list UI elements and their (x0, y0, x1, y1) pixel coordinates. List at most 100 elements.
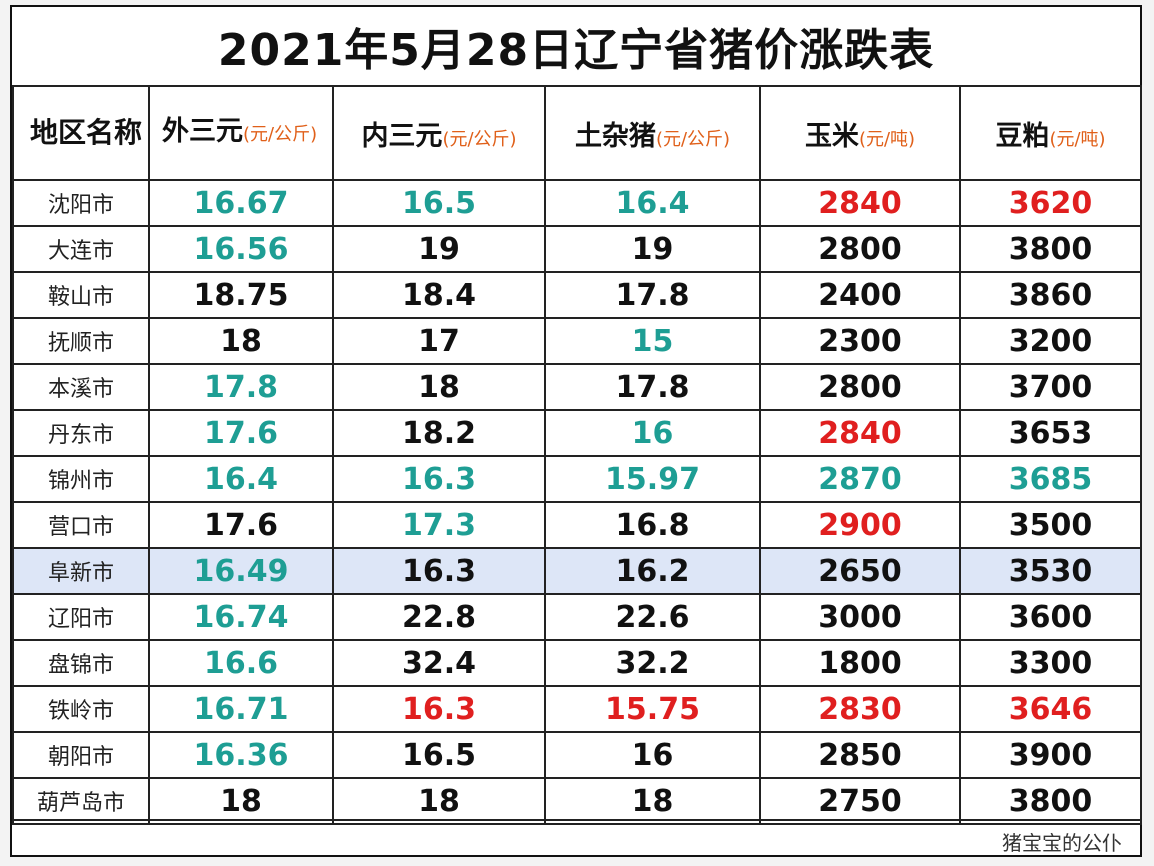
table-row: 锦州市 16.4 16.3 15.97 2870 3685 (12, 455, 1142, 503)
price-table-sheet: 2021年5月28日辽宁省猪价涨跌表 地区名称 外三元(元/公斤) 内三元(元/… (10, 5, 1142, 857)
tuzazhu-cell: 18 (544, 777, 761, 825)
neisanyuan-cell: 16.5 (332, 731, 546, 779)
neisanyuan-cell: 16.3 (332, 455, 546, 503)
tuzazhu-cell: 19 (544, 225, 761, 273)
city-cell: 营口市 (12, 501, 150, 549)
neisanyuan-cell: 19 (332, 225, 546, 273)
waisanyuan-cell: 16.49 (148, 547, 334, 595)
neisanyuan-cell: 18 (332, 777, 546, 825)
tuzazhu-cell: 32.2 (544, 639, 761, 687)
waisanyuan-cell: 17.6 (148, 501, 334, 549)
tuzazhu-cell: 17.8 (544, 271, 761, 319)
city-cell: 盘锦市 (12, 639, 150, 687)
header-tuzazhu-unit: (元/公斤) (655, 128, 731, 150)
waisanyuan-cell: 18.75 (148, 271, 334, 319)
table-body: 沈阳市 16.67 16.5 16.4 2840 3620 大连市 16.56 19 19 2800… (12, 179, 1142, 825)
soymeal-cell: 3530 (959, 547, 1142, 595)
corn-cell: 2800 (759, 225, 961, 273)
corn-cell: 2900 (759, 501, 961, 549)
tuzazhu-cell: 16.2 (544, 547, 761, 595)
header-neisanyuan-label: 内三元 (361, 120, 443, 152)
tuzazhu-cell: 15.75 (544, 685, 761, 733)
corn-cell: 1800 (759, 639, 961, 687)
soymeal-cell: 3300 (959, 639, 1142, 687)
soymeal-cell: 3646 (959, 685, 1142, 733)
header-neisanyuan-unit: (元/公斤) (442, 128, 517, 150)
neisanyuan-cell: 18 (332, 363, 546, 411)
tuzazhu-cell: 16 (544, 731, 761, 779)
tuzazhu-cell: 16 (544, 409, 761, 457)
corn-cell: 2870 (759, 455, 961, 503)
soymeal-cell: 3900 (959, 731, 1142, 779)
table-row: 铁岭市 16.71 16.3 15.75 2830 3646 (12, 685, 1142, 733)
waisanyuan-cell: 17.8 (148, 363, 334, 411)
soymeal-cell: 3860 (959, 271, 1142, 319)
corn-cell: 2840 (759, 179, 961, 227)
neisanyuan-cell: 16.5 (332, 179, 546, 227)
neisanyuan-cell: 17.3 (332, 501, 546, 549)
tuzazhu-cell: 15 (544, 317, 761, 365)
soymeal-cell: 3800 (959, 777, 1142, 825)
table-row: 本溪市 17.8 18 17.8 2800 3700 (12, 363, 1142, 411)
table-row: 抚顺市 18 17 15 2300 3200 (12, 317, 1142, 365)
corn-cell: 3000 (759, 593, 961, 641)
header-corn-label: 玉米 (804, 120, 859, 152)
header-tuzazhu-label: 土杂猪 (574, 120, 656, 152)
header-corn: 玉米(元/吨) (759, 85, 961, 181)
city-cell: 沈阳市 (12, 179, 150, 227)
table-row: 葫芦岛市 18 18 18 2750 3800 (12, 777, 1142, 825)
city-cell: 抚顺市 (12, 317, 150, 365)
city-cell: 本溪市 (12, 363, 150, 411)
corn-cell: 2300 (759, 317, 961, 365)
neisanyuan-cell: 32.4 (332, 639, 546, 687)
neisanyuan-cell: 16.3 (332, 685, 546, 733)
waisanyuan-cell: 16.56 (148, 225, 334, 273)
soymeal-cell: 3500 (959, 501, 1142, 549)
corn-cell: 2840 (759, 409, 961, 457)
corn-cell: 2750 (759, 777, 961, 825)
header-tuzazhu: 土杂猪(元/公斤) (544, 85, 761, 181)
soymeal-cell: 3700 (959, 363, 1142, 411)
tuzazhu-cell: 15.97 (544, 455, 761, 503)
city-cell: 阜新市 (12, 547, 150, 595)
footer: 猪宝宝的公仆 (12, 819, 1140, 857)
corn-cell: 2650 (759, 547, 961, 595)
city-cell: 锦州市 (12, 455, 150, 503)
tuzazhu-cell: 22.6 (544, 593, 761, 641)
neisanyuan-cell: 16.3 (332, 547, 546, 595)
header-soymeal: 豆粕(元/吨) (959, 85, 1142, 181)
waisanyuan-cell: 16.36 (148, 731, 334, 779)
header-soymeal-unit: (元/吨) (1049, 128, 1106, 150)
city-cell: 朝阳市 (12, 731, 150, 779)
corn-cell: 2830 (759, 685, 961, 733)
waisanyuan-cell: 18 (148, 317, 334, 365)
waisanyuan-cell: 18 (148, 777, 334, 825)
waisanyuan-cell: 16.71 (148, 685, 334, 733)
city-cell: 葫芦岛市 (12, 777, 150, 825)
waisanyuan-cell: 16.4 (148, 455, 334, 503)
neisanyuan-cell: 22.8 (332, 593, 546, 641)
footer-credit: 猪宝宝的公仆 (1002, 831, 1122, 855)
city-cell: 大连市 (12, 225, 150, 273)
table-row: 朝阳市 16.36 16.5 16 2850 3900 (12, 731, 1142, 779)
table-row: 丹东市 17.6 18.2 16 2840 3653 (12, 409, 1142, 457)
city-cell: 丹东市 (12, 409, 150, 457)
corn-cell: 2800 (759, 363, 961, 411)
neisanyuan-cell: 17 (332, 317, 546, 365)
soymeal-cell: 3653 (959, 409, 1142, 457)
table-row: 阜新市 16.49 16.3 16.2 2650 3530 (12, 547, 1142, 595)
soymeal-cell: 3620 (959, 179, 1142, 227)
table-row: 大连市 16.56 19 19 2800 3800 (12, 225, 1142, 273)
soymeal-cell: 3800 (959, 225, 1142, 273)
corn-cell: 2400 (759, 271, 961, 319)
header-row: 地区名称 外三元(元/公斤) 内三元(元/公斤) 土杂猪(元/公斤) 玉米(元/… (12, 85, 1142, 181)
tuzazhu-cell: 16.4 (544, 179, 761, 227)
neisanyuan-cell: 18.2 (332, 409, 546, 457)
header-waisanyuan-unit: (元/公斤) (243, 123, 318, 145)
city-cell: 鞍山市 (12, 271, 150, 319)
soymeal-cell: 3200 (959, 317, 1142, 365)
soymeal-cell: 3600 (959, 593, 1142, 641)
header-soymeal-label: 豆粕 (995, 120, 1050, 152)
tuzazhu-cell: 17.8 (544, 363, 761, 411)
table-row: 沈阳市 16.67 16.5 16.4 2840 3620 (12, 179, 1142, 227)
